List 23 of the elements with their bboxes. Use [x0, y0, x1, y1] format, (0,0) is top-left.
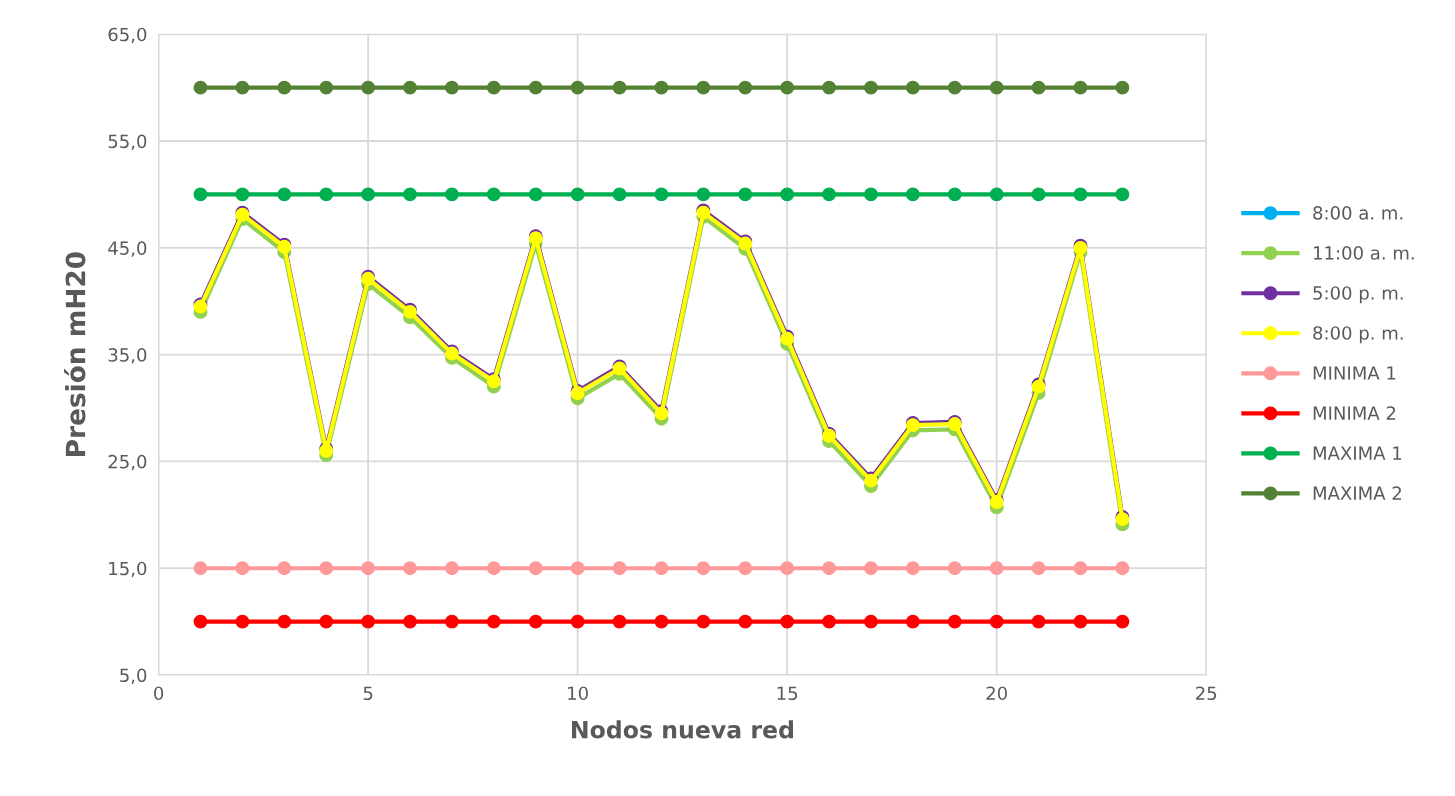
y-tick-label: 5,0 — [120, 668, 147, 684]
legend-label: MAXIMA 2 — [1313, 486, 1401, 500]
legend-label: MINIMA 1 — [1313, 366, 1396, 380]
y-tick-label: 55,0 — [108, 134, 147, 150]
legend-label: MAXIMA 1 — [1313, 446, 1402, 460]
legend-label: 8:00 p. m. — [1313, 326, 1403, 344]
y-axis-title: Presión mH20 — [64, 252, 86, 456]
legend-label: 11:00 a. m. — [1313, 246, 1414, 260]
x-tick-label: 25 — [1196, 686, 1217, 701]
y-tick-label: 45,0 — [108, 241, 147, 257]
x-tick-label: 15 — [777, 686, 798, 701]
x-axis-title: Nodos nueva red — [572, 720, 793, 739]
legend-label: 8:00 a. m. — [1313, 206, 1403, 220]
legend-label: MINIMA 2 — [1313, 406, 1396, 420]
x-tick-label: 20 — [986, 686, 1007, 701]
y-tick-label: 35,0 — [108, 348, 147, 364]
y-tick-label: 25,0 — [108, 454, 147, 471]
x-tick-label: 5 — [363, 686, 373, 701]
legend-label: 5:00 p. m. — [1313, 286, 1403, 304]
x-tick-label: 0 — [154, 686, 164, 701]
x-tick-label: 10 — [568, 686, 588, 701]
y-tick-label: 15,0 — [109, 561, 147, 578]
y-tick-label: 65,0 — [108, 27, 147, 44]
